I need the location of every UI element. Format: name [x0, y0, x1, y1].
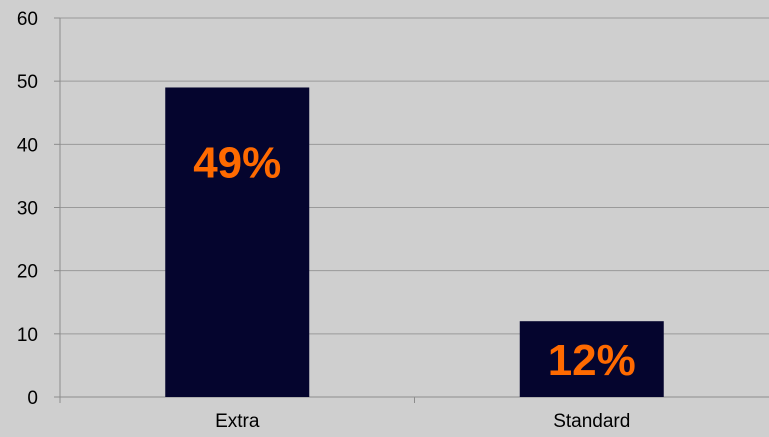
y-tick-label: 0: [27, 388, 38, 409]
y-tick-label: 10: [17, 325, 38, 346]
bar-standard: [519, 321, 664, 397]
data-labels: Extra 49% Standard 12%: [193, 138, 636, 432]
y-tick-label: 40: [17, 135, 38, 156]
y-tick-label: 30: [17, 199, 38, 220]
data-label-standard: 12%: [548, 336, 636, 385]
y-tick-label: 20: [17, 262, 38, 283]
bars: [165, 87, 664, 397]
y-tick-label: 50: [17, 72, 38, 93]
x-category-label: Extra: [215, 411, 260, 432]
data-label-extra: 49%: [193, 138, 281, 187]
bar-extra: [165, 87, 310, 397]
x-category-label: Standard: [553, 411, 630, 432]
y-tick-label: 60: [17, 9, 38, 30]
